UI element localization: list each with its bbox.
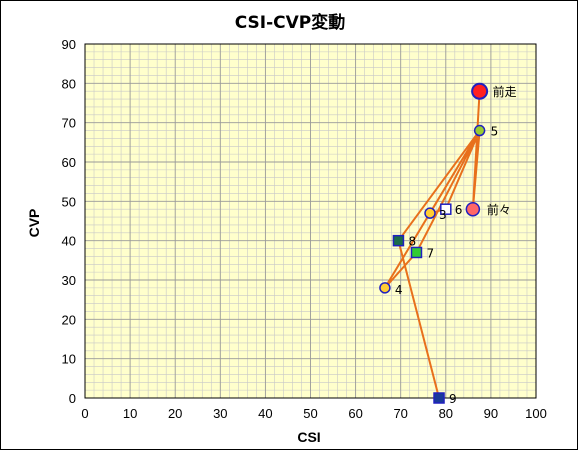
y-tick-label: 50 [62, 194, 76, 209]
x-tick-label: 70 [393, 406, 407, 421]
y-axis-ticks: 0 10 20 30 40 50 60 70 80 90 [62, 37, 76, 406]
point-label: 4 [395, 283, 403, 297]
major-grid-lines [84, 43, 537, 399]
x-tick-label: 60 [348, 406, 362, 421]
data-points [379, 82, 489, 404]
data-point [473, 124, 486, 137]
data-point [465, 201, 481, 217]
point-label: 9 [449, 392, 457, 406]
y-tick-label: 60 [62, 155, 76, 170]
data-point [440, 203, 452, 215]
data-point [471, 82, 489, 100]
y-tick-label: 90 [62, 37, 76, 52]
point-labels: 前走 5 前々 63 87 4 9 [395, 84, 517, 406]
data-point [410, 246, 423, 259]
x-axis-ticks: 0 10 20 30 40 50 60 70 80 90 100 [81, 406, 546, 421]
data-point [424, 207, 436, 219]
y-tick-label: 10 [62, 352, 76, 367]
y-tick-label: 30 [62, 273, 76, 288]
point-label: 3 [439, 208, 447, 222]
y-tick-label: 70 [62, 116, 76, 131]
x-axis-label: CSI [297, 429, 320, 445]
point-label: 6 [455, 203, 463, 217]
point-label: 前々 [487, 202, 511, 217]
x-tick-label: 90 [484, 406, 498, 421]
data-point [433, 392, 445, 404]
y-tick-label: 40 [62, 234, 76, 249]
x-tick-label: 20 [168, 406, 182, 421]
x-tick-label: 80 [439, 406, 453, 421]
x-tick-label: 0 [81, 406, 88, 421]
plot-border [84, 43, 537, 399]
data-point [392, 234, 405, 247]
x-tick-label: 50 [303, 406, 317, 421]
y-tick-label: 80 [62, 76, 76, 91]
point-label: 5 [491, 125, 499, 139]
x-tick-label: 40 [258, 406, 272, 421]
y-tick-label: 0 [69, 391, 76, 406]
point-label: 8 [408, 235, 416, 249]
data-point [379, 282, 391, 294]
point-label: 前走 [493, 84, 517, 99]
y-tick-label: 20 [62, 312, 76, 327]
point-label: 7 [426, 246, 434, 260]
grid-lines [85, 44, 536, 398]
x-tick-label: 30 [213, 406, 227, 421]
y-axis-label: CVP [26, 209, 42, 238]
x-tick-label: 10 [123, 406, 137, 421]
chart-title: CSI-CVP変動 [235, 12, 346, 33]
x-tick-label: 100 [525, 406, 547, 421]
